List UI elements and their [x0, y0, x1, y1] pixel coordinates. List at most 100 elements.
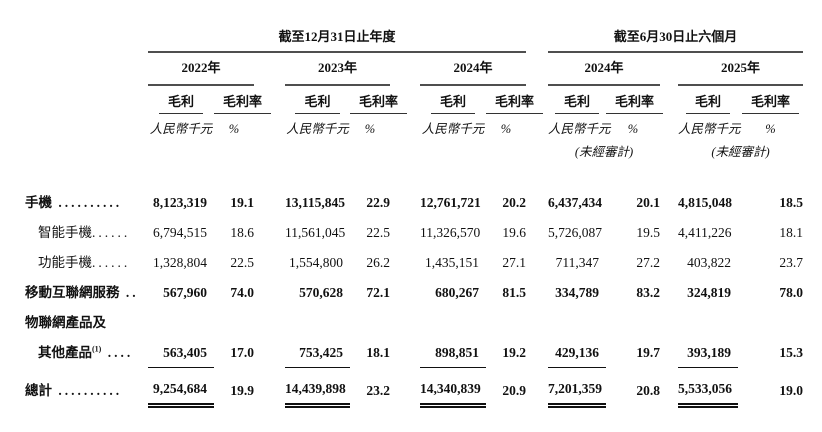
col-header-gross-profit: 毛利 — [420, 85, 486, 115]
year-header-2024: 2024年 — [420, 52, 527, 86]
unit-rmb-thousand: 人民幣千元 — [421, 122, 485, 136]
unit-percent: % — [627, 122, 639, 136]
cell-gross-profit: 6,437,434 — [548, 195, 603, 210]
col-header-gross-profit: 毛利 — [148, 85, 214, 115]
cell-gross-profit: 393,189 — [678, 337, 739, 368]
cell-gross-profit: 5,726,087 — [548, 225, 603, 240]
cell-gross-profit: 563,405 — [148, 337, 214, 368]
cell-gross-margin: 22.9 — [366, 195, 390, 210]
col-header-gross-margin: 毛利率 — [486, 85, 544, 115]
cell-gross-profit-total: 9,254,684 — [148, 367, 214, 408]
dot-leader: .......... — [52, 195, 123, 210]
cell-gross-profit: 334,789 — [555, 285, 600, 300]
spacer-row — [18, 163, 803, 187]
cell-gross-margin: 78.0 — [779, 285, 804, 300]
cell-gross-margin: 27.1 — [502, 255, 527, 270]
dot-leader: ...... — [92, 255, 131, 270]
cell-gross-profit: 898,851 — [420, 337, 486, 368]
table-body: 手機 .......... 8,123,319 19.1 13,115,845 … — [18, 187, 804, 408]
cell-gross-margin: 81.5 — [502, 285, 527, 300]
cell-gross-profit: 13,115,845 — [285, 195, 346, 210]
cell-gross-profit: 711,347 — [555, 255, 600, 270]
cell-gross-margin: 18.6 — [230, 225, 254, 240]
table-row-mobile-phones: 手機 .......... 8,123,319 19.1 13,115,845 … — [18, 187, 803, 217]
cell-gross-profit: 753,425 — [285, 337, 350, 368]
cell-gross-margin: 26.2 — [366, 255, 390, 270]
cell-gross-margin: 22.5 — [366, 225, 390, 240]
table-header: 截至12月31日止年度 截至6月30日止六個月 2022年 2023年 2024… — [18, 26, 804, 187]
cell-gross-margin: 83.2 — [636, 285, 661, 300]
unaudited-note: (未經審計) — [711, 145, 770, 159]
cell-gross-profit: 11,561,045 — [285, 225, 346, 240]
year-header-row: 2022年 2023年 2024年 2024年 2025年 — [18, 52, 804, 86]
row-label: 總計 .......... — [25, 383, 123, 398]
unit-rmb-thousand: 人民幣千元 — [678, 122, 741, 136]
gross-profit-table: 截至12月31日止年度 截至6月30日止六個月 2022年 2023年 2024… — [18, 26, 804, 408]
cell-gross-margin: 23.7 — [779, 255, 804, 270]
unit-percent: % — [500, 122, 512, 136]
cell-gross-profit: 12,761,721 — [420, 195, 481, 210]
cell-gross-profit: 680,267 — [435, 285, 479, 300]
row-label: 其他產品(1) .... — [38, 344, 134, 360]
unit-row: 人民幣千元 % 人民幣千元 % 人民幣千元 % 人民幣千元 % 人民幣千元 % — [18, 115, 803, 141]
unit-rmb-thousand: 人民幣千元 — [548, 122, 611, 136]
cell-gross-margin-total: 19.9 — [230, 383, 254, 398]
table-row-other-products: 其他產品(1) .... 563,405 17.0 753,425 18.1 8… — [18, 337, 804, 368]
cell-gross-margin: 72.1 — [366, 285, 390, 300]
cell-gross-margin: 20.2 — [502, 195, 527, 210]
cell-gross-profit-total: 14,439,898 — [285, 367, 350, 408]
cell-gross-profit: 403,822 — [687, 255, 732, 270]
col-header-gross-margin: 毛利率 — [738, 85, 803, 115]
cell-gross-profit: 11,326,570 — [420, 225, 481, 240]
col-header-gross-margin: 毛利率 — [214, 85, 272, 115]
period-header-annual: 截至12月31日止年度 — [148, 26, 527, 53]
row-label: 移動互聯網服務 .. — [25, 285, 139, 300]
cell-gross-margin: 15.3 — [779, 345, 804, 360]
dot-leader: .. — [119, 285, 139, 300]
cell-gross-margin: 17.0 — [230, 345, 254, 360]
dot-leader: .... — [101, 345, 134, 360]
cell-gross-margin: 18.1 — [366, 345, 390, 360]
table-row-mobile-internet-services: 移動互聯網服務 .. 567,960 74.0 570,628 72.1 680… — [18, 277, 803, 307]
unit-rmb-thousand: 人民幣千元 — [286, 122, 349, 136]
cell-gross-profit: 1,435,151 — [425, 255, 479, 270]
col-header-gross-margin: 毛利率 — [350, 85, 408, 115]
year-header-2022: 2022年 — [148, 52, 254, 86]
unaudited-note-row: (未經審計) (未經審計) — [18, 141, 803, 163]
col-header-gross-margin: 毛利率 — [606, 85, 664, 115]
year-header-2025-interim: 2025年 — [678, 52, 804, 86]
col-header-gross-profit: 毛利 — [548, 85, 606, 115]
cell-gross-profit: 6,794,515 — [153, 225, 207, 240]
cell-gross-margin: 74.0 — [230, 285, 254, 300]
footnote-marker: (1) — [92, 344, 102, 354]
col-header-gross-profit: 毛利 — [678, 85, 738, 115]
row-label: 手機 .......... — [25, 195, 123, 210]
row-label: 物聯網產品及 — [25, 315, 106, 330]
subcolumn-header-row: 毛利 毛利率 毛利 毛利率 毛利 毛利率 毛利 毛利率 毛利 毛利率 — [18, 85, 803, 115]
dot-leader: .......... — [52, 383, 123, 398]
unaudited-note: (未經審計) — [574, 145, 634, 159]
cell-gross-profit: 1,328,804 — [153, 255, 207, 270]
cell-gross-margin: 18.1 — [779, 225, 804, 240]
cell-gross-margin: 20.1 — [636, 195, 661, 210]
cell-gross-profit: 570,628 — [299, 285, 343, 300]
period-header-row: 截至12月31日止年度 截至6月30日止六個月 — [18, 26, 804, 53]
row-label: 功能手機...... — [38, 255, 131, 270]
unit-percent: % — [228, 122, 240, 136]
col-header-gross-profit: 毛利 — [285, 85, 350, 115]
cell-gross-margin: 19.6 — [502, 225, 527, 240]
cell-gross-profit: 4,411,226 — [678, 225, 732, 240]
cell-gross-margin: 19.5 — [636, 225, 661, 240]
unit-percent: % — [765, 122, 776, 136]
cell-gross-margin: 27.2 — [636, 255, 661, 270]
cell-gross-margin: 19.1 — [230, 195, 254, 210]
cell-gross-profit: 1,554,800 — [289, 255, 343, 270]
cell-gross-margin: 18.5 — [779, 195, 804, 210]
cell-gross-profit-total: 7,201,359 — [548, 367, 607, 408]
cell-gross-margin-total: 20.8 — [636, 383, 661, 398]
row-label: 智能手機...... — [38, 225, 131, 240]
cell-gross-profit-total: 5,533,056 — [678, 367, 739, 408]
cell-gross-profit: 324,819 — [687, 285, 732, 300]
table-row-total: 總計 .......... 9,254,684 19.9 14,439,898 … — [18, 367, 803, 408]
